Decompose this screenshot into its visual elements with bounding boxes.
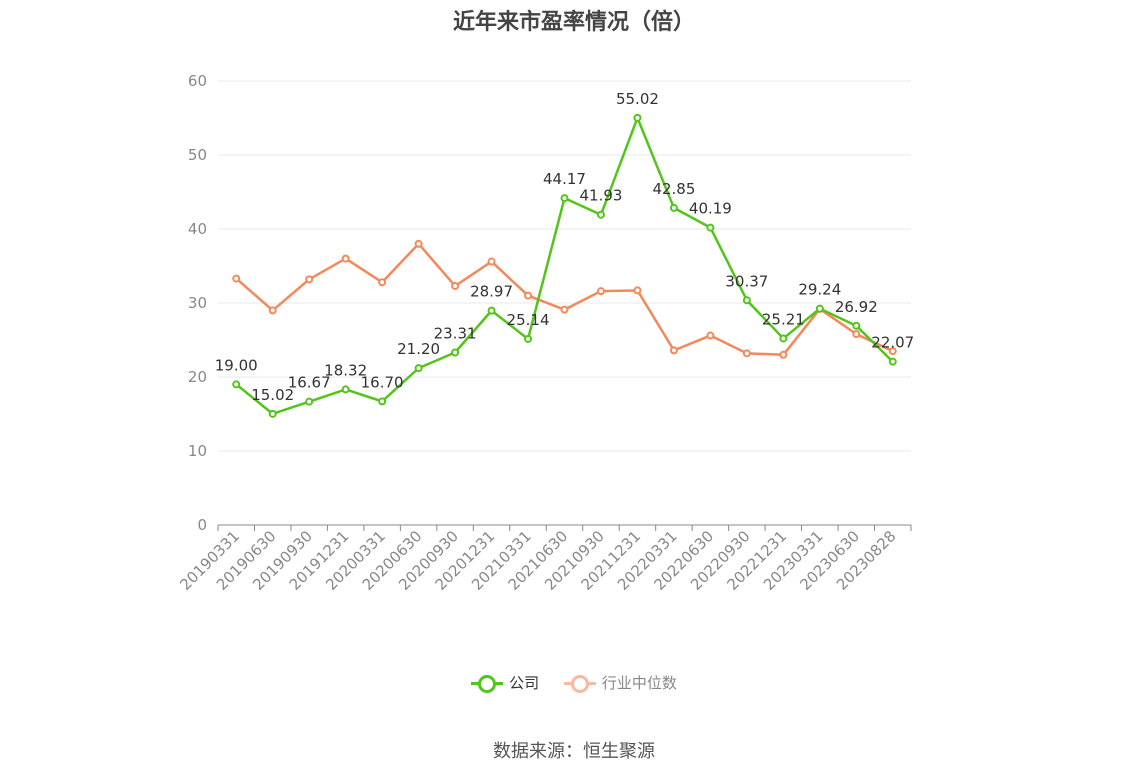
company-data-label: 15.02: [251, 386, 294, 404]
y-tick-label: 60: [188, 72, 207, 90]
company-data-point: [487, 306, 496, 315]
company-data-label: 22.07: [871, 334, 914, 352]
company-data-label: 28.97: [470, 283, 513, 301]
company-data-label: 30.37: [725, 272, 768, 290]
company-data-point: [852, 321, 861, 330]
company-data-point: [268, 409, 277, 418]
chart-title: 近年来市盈率情况（倍）: [452, 10, 695, 35]
company-data-label: 41.93: [579, 187, 622, 205]
company-data-label: 23.31: [434, 325, 477, 343]
company-data-point: [742, 296, 751, 305]
legend-label-company: 公司: [509, 674, 540, 692]
company-data-label: 29.24: [798, 281, 841, 299]
company-data-label: 44.17: [543, 170, 586, 188]
y-tick-label: 0: [197, 516, 207, 534]
company-data-label: 21.20: [397, 340, 440, 358]
company-data-point: [232, 380, 241, 389]
company-data-point: [524, 334, 533, 343]
company-data-point: [378, 397, 387, 406]
company-data-point: [305, 397, 314, 406]
industry-median-data-point: [669, 346, 678, 355]
grid-lines: [218, 80, 911, 452]
company-data-point: [888, 357, 897, 366]
company-data-label: 25.21: [762, 310, 805, 328]
company-data-point: [596, 210, 605, 219]
industry-median-data-point: [779, 350, 788, 359]
industry-median-data-point: [852, 330, 861, 339]
industry-median-data-point: [268, 306, 277, 315]
y-tick-label: 40: [188, 220, 207, 238]
legend-item-company[interactable]: 公司: [471, 672, 539, 693]
legend-company-icon: [471, 674, 504, 693]
company-data-label: 16.67: [288, 374, 331, 392]
y-tick-label: 20: [188, 368, 207, 386]
company-data-label: 40.19: [689, 200, 732, 218]
company-data-point: [341, 385, 350, 394]
industry-median-data-point: [742, 349, 751, 358]
industry-median-data-point: [232, 274, 241, 283]
company-data-label: 19.00: [215, 356, 258, 374]
industry-median-data-point: [560, 305, 569, 314]
company-data-point: [815, 304, 824, 313]
company-data-point: [633, 113, 642, 122]
company-data-point: [560, 194, 569, 203]
company-data-label: 26.92: [835, 298, 878, 316]
industry-median-data-point: [378, 278, 387, 287]
industry-median-series-line: [235, 242, 894, 357]
y-tick-label: 50: [188, 146, 207, 164]
y-tick-label: 10: [188, 442, 207, 460]
legend-item-industry-median[interactable]: 行业中位数: [563, 672, 677, 693]
legend-industry-median-icon: [563, 674, 596, 693]
y-tick-label: 30: [188, 294, 207, 312]
industry-median-data-point: [487, 257, 496, 266]
industry-median-data-point: [888, 347, 897, 356]
company-data-point: [669, 203, 678, 212]
industry-median-data-point: [414, 239, 423, 248]
industry-median-data-point: [341, 254, 350, 263]
data-points: [232, 113, 897, 418]
legend: 公司 行业中位数: [0, 672, 1148, 695]
company-data-label: 16.70: [361, 373, 404, 391]
industry-median-data-point: [596, 287, 605, 296]
company-data-point: [414, 364, 423, 373]
company-data-point: [451, 348, 460, 357]
company-data-label: 25.14: [507, 311, 550, 329]
company-data-point: [779, 334, 788, 343]
company-data-point: [706, 223, 715, 232]
industry-median-data-point: [524, 291, 533, 300]
legend-label-industry-median: 行业中位数: [601, 674, 677, 692]
industry-median-data-point: [706, 331, 715, 340]
industry-median-data-point: [633, 286, 642, 295]
industry-median-data-point: [305, 275, 314, 284]
company-data-label: 18.32: [324, 361, 367, 379]
company-data-label: 55.02: [616, 90, 659, 108]
company-data-label: 42.85: [652, 180, 695, 198]
industry-median-data-point: [451, 281, 460, 290]
data-source: 数据来源：恒生聚源: [493, 741, 655, 762]
